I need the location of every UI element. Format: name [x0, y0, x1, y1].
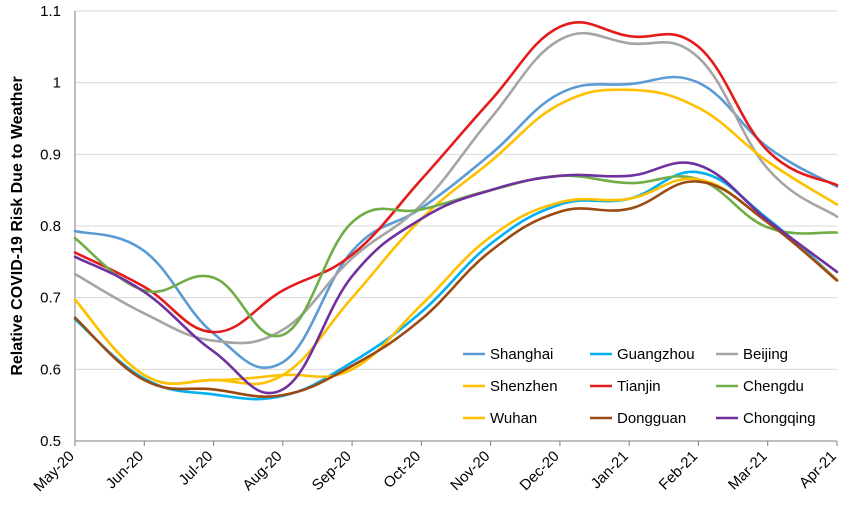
series-line-shenzhen [73, 88, 839, 386]
legend-label-guangzhou: Guangzhou [617, 346, 695, 363]
series-line-beijing [73, 31, 839, 345]
y-tick-labels: 0.5 0.6 0.7 0.8 0.9 1 1.1 [40, 3, 61, 450]
y-tick-label: 1.1 [40, 3, 61, 20]
legend: Shanghai Guangzhou Beijing Shenzhen Tianjin C… [463, 346, 816, 427]
y-tick-label: 0.5 [40, 433, 61, 450]
gridlines [75, 10, 837, 370]
x-tick-label: Apr-21 [796, 448, 840, 492]
legend-label-tianjin: Tianjin [617, 378, 661, 395]
series-line-chongqing [73, 161, 839, 395]
series-line-tianjin [73, 21, 839, 334]
y-axis-label: Relative COVID-19 Risk Due to Weather [9, 76, 26, 375]
x-tick-label: Oct-20 [380, 448, 424, 492]
x-tick-labels: May-20 Jun-20 Jul-20 Aug-20 Sep-20 Oct-20 Nov-… [30, 448, 839, 495]
x-tick-label: May-20 [30, 448, 77, 495]
y-tick-label: 0.8 [40, 218, 61, 235]
x-tick-label: Sep-20 [309, 448, 355, 494]
y-tick-label: 0.7 [40, 290, 61, 307]
x-tick-label: Nov-20 [447, 448, 493, 494]
x-tick-label: Feb-21 [656, 448, 702, 494]
series-line-chengdu [73, 174, 839, 338]
legend-label-chongqing: Chongqing [743, 410, 816, 427]
legend-label-dongguan: Dongguan [617, 410, 686, 427]
legend-label-shenzhen: Shenzhen [490, 378, 558, 395]
y-tick-label: 0.6 [40, 361, 61, 378]
series-line-shanghai [73, 75, 839, 369]
series-lines [73, 21, 839, 401]
legend-label-beijing: Beijing [743, 346, 788, 363]
x-tick-label: Jul-20 [175, 448, 216, 489]
y-tick-label: 0.9 [40, 146, 61, 163]
legend-label-shanghai: Shanghai [490, 346, 553, 363]
legend-label-chengdu: Chengdu [743, 378, 804, 395]
x-tick-label: Dec-20 [517, 448, 563, 494]
axes [74, 11, 838, 446]
series-line-guangzhou [73, 170, 839, 401]
y-tick-label: 1 [53, 75, 61, 92]
x-tick-label: Jan-21 [588, 448, 632, 492]
legend-label-wuhan: Wuhan [490, 410, 537, 427]
x-tick-label: Jun-20 [103, 448, 147, 492]
x-tick-label: Mar-21 [725, 448, 771, 494]
x-tick-label: Aug-20 [239, 448, 285, 494]
series-line-dongguan [73, 180, 839, 398]
